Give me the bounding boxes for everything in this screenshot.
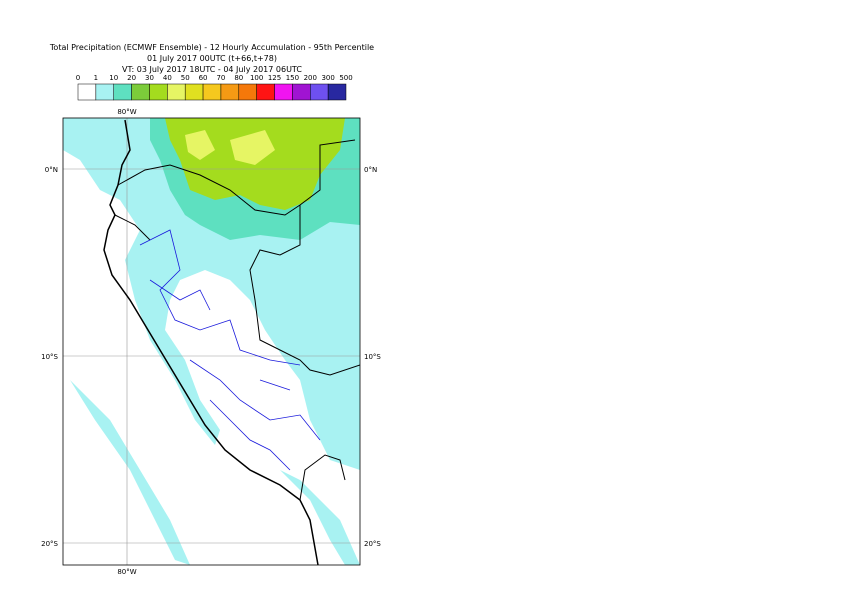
map-area bbox=[63, 118, 360, 565]
legend-label: 500 bbox=[339, 74, 352, 82]
legend-swatch bbox=[113, 83, 132, 101]
lat-label: 20°S bbox=[364, 540, 381, 548]
map-frame bbox=[62, 117, 361, 566]
legend-swatch bbox=[310, 83, 329, 101]
legend-label: 100 bbox=[250, 74, 263, 82]
legend-swatch bbox=[95, 83, 114, 101]
legend-swatch bbox=[77, 83, 97, 101]
legend-swatch bbox=[220, 83, 240, 101]
legend-swatch bbox=[238, 83, 257, 101]
legend-label: 60 bbox=[199, 74, 208, 82]
legend-label: 20 bbox=[127, 74, 136, 82]
legend-label: 70 bbox=[216, 74, 225, 82]
legend-label: 40 bbox=[163, 74, 172, 82]
legend-swatch bbox=[131, 83, 150, 101]
lat-label: 10°S bbox=[41, 353, 58, 361]
legend-swatch bbox=[149, 83, 168, 101]
legend-label: 10 bbox=[109, 74, 118, 82]
legend-label: 50 bbox=[181, 74, 190, 82]
legend-label: 150 bbox=[286, 74, 299, 82]
legend-label: 200 bbox=[304, 74, 317, 82]
subtitle: 01 July 2017 00UTC (t+66,t+78) bbox=[147, 54, 277, 63]
lat-label: 10°S bbox=[364, 353, 381, 361]
legend-label: 0 bbox=[76, 74, 80, 82]
legend-label: 1 bbox=[94, 74, 98, 82]
legend-label: 30 bbox=[145, 74, 154, 82]
lat-label: 0°N bbox=[45, 166, 58, 174]
lon-label: 80°W bbox=[117, 568, 136, 576]
title: Total Precipitation (ECMWF Ensemble) - 1… bbox=[49, 43, 374, 52]
lat-label: 20°S bbox=[41, 540, 58, 548]
legend-swatch bbox=[184, 83, 204, 101]
lat-label: 0°N bbox=[364, 166, 377, 174]
legend: 0 1 10 20 30 40 50 60 70 80 100 125 150 200 300 500 bbox=[76, 74, 353, 101]
legend-swatch bbox=[327, 83, 347, 101]
valid-time: VT: 03 July 2017 18UTC - 04 July 2017 06… bbox=[122, 65, 302, 74]
legend-label: 300 bbox=[321, 74, 334, 82]
legend-label: 80 bbox=[234, 74, 243, 82]
legend-swatch bbox=[167, 83, 186, 101]
legend-swatch bbox=[274, 83, 293, 101]
legend-label: 125 bbox=[268, 74, 281, 82]
legend-swatch bbox=[256, 83, 275, 101]
legend-swatch bbox=[292, 83, 311, 101]
legend-swatch bbox=[202, 83, 222, 101]
lon-label: 80°W bbox=[117, 108, 136, 116]
